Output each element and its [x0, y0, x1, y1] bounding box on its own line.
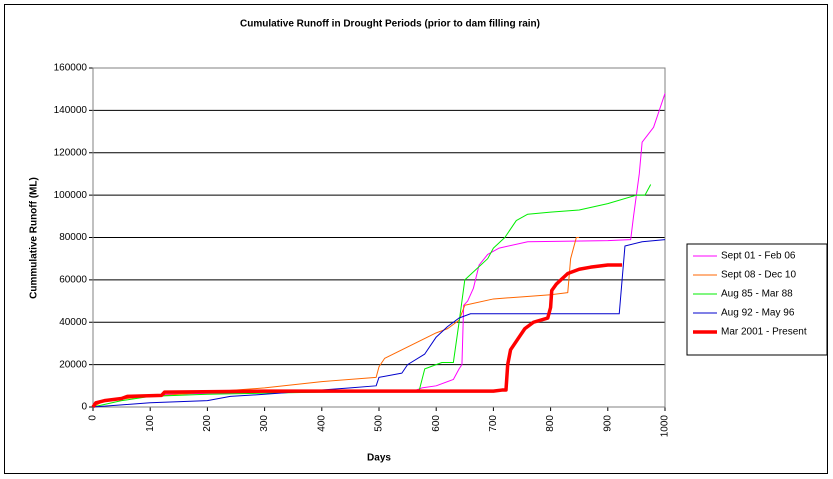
- y-axis-title: Cummulative Runoff (ML): [29, 177, 40, 299]
- x-tick-label: 100: [145, 415, 156, 432]
- x-tick-label: 800: [545, 415, 556, 432]
- legend-label: Sept 08 - Dec 10: [721, 270, 796, 281]
- x-tick-label: 1000: [660, 415, 671, 438]
- legend-label: Sept 01 - Feb 06: [721, 251, 796, 262]
- legend: Sept 01 - Feb 06 Sept 08 - Dec 10 Aug 85 -…: [686, 243, 828, 356]
- x-tick-label: 900: [602, 415, 613, 432]
- x-tick-label: 500: [374, 415, 385, 432]
- y-tick-label: 140000: [54, 105, 88, 116]
- series-line: [92, 239, 666, 408]
- y-tick-label: 120000: [54, 147, 88, 158]
- x-tick-label: 700: [488, 415, 499, 432]
- x-axis-title: Days: [367, 453, 391, 464]
- x-tick-label: 300: [259, 415, 270, 432]
- chart-title: Cumulative Runoff in Drought Periods (pr…: [240, 19, 540, 30]
- legend-box: [686, 243, 828, 356]
- legend-label: Mar 2001 - Present: [721, 327, 807, 338]
- legend-label: Aug 85 - Mar 88: [721, 289, 793, 300]
- y-tick-label: 160000: [54, 63, 88, 74]
- x-tick-label: 400: [316, 415, 327, 432]
- x-tick-label: 600: [431, 415, 442, 432]
- y-tick-label: 0: [81, 402, 87, 413]
- y-tick-label: 60000: [59, 275, 87, 286]
- chart-border: [4, 4, 828, 474]
- series-line: [91, 263, 623, 408]
- legend-label: Aug 92 - May 96: [721, 308, 795, 319]
- y-tick-label: 40000: [59, 317, 87, 328]
- y-tick-label: 100000: [54, 190, 88, 201]
- x-tick-label: 0: [88, 415, 99, 421]
- plot-area: [92, 67, 666, 408]
- y-tick-label: 20000: [59, 359, 87, 370]
- y-tick-label: 80000: [59, 232, 87, 243]
- series-line: [92, 93, 666, 408]
- x-tick-label: 200: [202, 415, 213, 432]
